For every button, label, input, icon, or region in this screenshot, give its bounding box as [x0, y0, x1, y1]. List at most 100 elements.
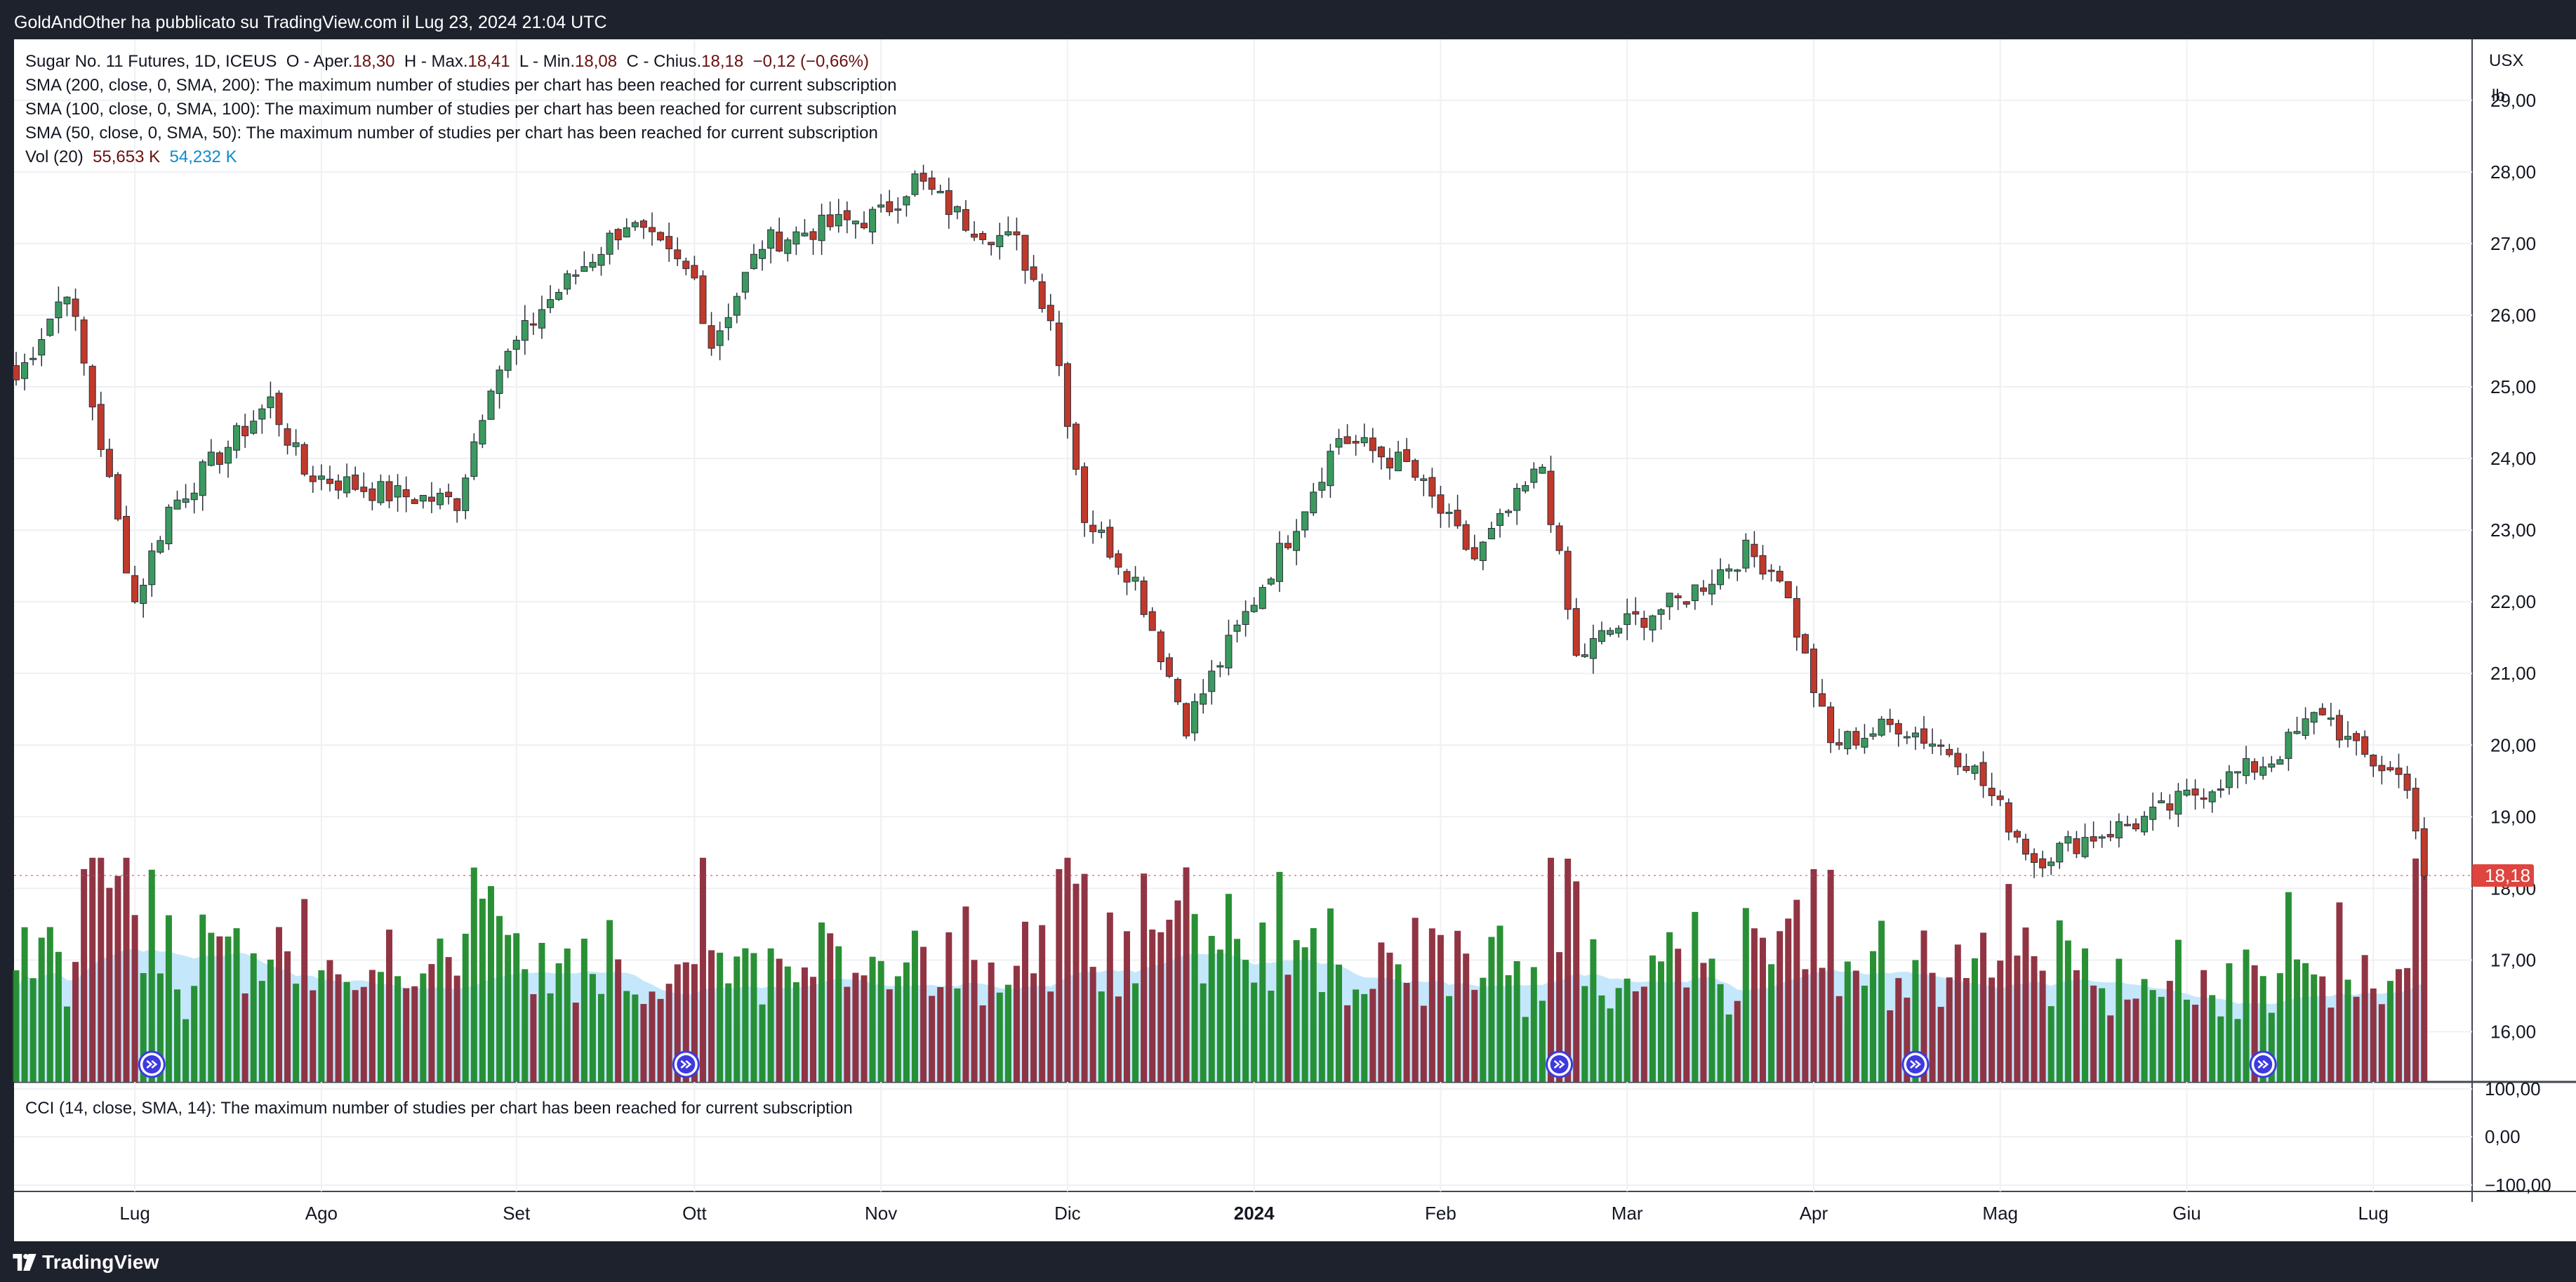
candle-body [1013, 231, 1021, 236]
volume-bar [1013, 965, 1020, 1082]
volume-bar [929, 996, 936, 1082]
event-marker [138, 1050, 166, 1078]
volume-bar [649, 991, 656, 1082]
candle [1293, 519, 1301, 566]
candle [2293, 716, 2301, 735]
candle [1920, 715, 1927, 749]
volume-bar [1488, 937, 1495, 1082]
candle [1496, 508, 1503, 538]
candle [665, 223, 673, 262]
legend-symbol[interactable]: Sugar No. 11 Futures, 1D, ICEUS [25, 52, 277, 71]
candle-body [835, 214, 842, 227]
price-chart[interactable]: 16,0017,0018,0019,0020,0021,0022,0023,00… [0, 0, 2576, 1241]
legend-high-label: H - Max. [404, 52, 468, 71]
candle-body [1615, 628, 1623, 634]
candle-body [190, 492, 198, 501]
volume-bar [1963, 978, 1970, 1082]
candle [496, 365, 503, 409]
candle [2090, 821, 2097, 849]
candle-body [72, 298, 79, 317]
volume-bar [2361, 955, 2368, 1082]
volume-bar [284, 951, 291, 1082]
volume-bar [293, 984, 300, 1082]
candle-body [317, 475, 325, 480]
candle [63, 296, 71, 317]
candle [809, 228, 817, 256]
volume-bar [1106, 912, 1113, 1082]
candle-body [1682, 601, 1690, 605]
published-by-text: GoldAndOther ha pubblicato su TradingVie… [14, 13, 607, 32]
candle-body [1555, 525, 1563, 551]
candle [2318, 703, 2326, 716]
tradingview-logo[interactable]: TradingView [13, 1251, 251, 1273]
candle-body [173, 499, 181, 510]
candle [1343, 424, 1351, 444]
volume-bar [1496, 925, 1503, 1082]
candle [1115, 550, 1122, 575]
candle [182, 484, 190, 508]
candle [1216, 661, 1224, 678]
candle-body [1776, 571, 1784, 582]
candle [988, 242, 995, 256]
candle-body [623, 227, 630, 238]
candle [2403, 765, 2411, 799]
candle [2047, 857, 2055, 875]
legend-volume-row[interactable]: Vol (20) 55,653 K 54,232 K [25, 147, 237, 167]
volume-bar [326, 960, 333, 1082]
candle-body [1793, 597, 1800, 638]
candle [2141, 811, 2149, 836]
volume-bar [1692, 911, 1699, 1082]
price-tick-label: 26,00 [2490, 305, 2536, 326]
candle [1106, 519, 1114, 560]
legend-change: −0,12 (−0,66%) [752, 52, 869, 71]
candle [343, 463, 351, 498]
candle-body [564, 273, 571, 290]
candle-body [13, 365, 20, 381]
candle-body [1479, 541, 1487, 561]
last-price-value: 18,18 [2485, 865, 2530, 886]
candle-body [1801, 634, 1809, 654]
volume-bar [1700, 963, 1707, 1082]
candle [1691, 584, 1699, 610]
candle-body [1835, 742, 1843, 746]
candle [369, 482, 376, 510]
candle [2039, 850, 2047, 878]
price-tick-label: 29,00 [2490, 90, 2536, 111]
volume-bar [606, 920, 613, 1082]
legend-close-label: C - Chius. [626, 52, 702, 71]
candle [2021, 833, 2029, 861]
candle-body [487, 390, 495, 420]
legend-cci[interactable]: CCI (14, close, SMA, 14): The maximum nu… [25, 1099, 853, 1118]
volume-bar [852, 972, 859, 1082]
candle-body [1971, 765, 1979, 774]
candle-body [2403, 774, 2411, 791]
candle-body [1505, 510, 1513, 513]
candle [2115, 813, 2123, 848]
candle [275, 390, 283, 437]
volume-bar [1581, 986, 1588, 1082]
volume-bar [2022, 927, 2029, 1082]
legend-sma100[interactable]: SMA (100, close, 0, SMA, 100): The maxim… [25, 100, 897, 119]
volume-bar [2353, 996, 2360, 1082]
volume-bar [1047, 991, 1054, 1082]
candle [1963, 753, 1970, 773]
volume-bar [894, 976, 901, 1082]
candle [538, 296, 545, 339]
volume-bar [1141, 873, 1148, 1082]
legend-sma200[interactable]: SMA (200, close, 0, SMA, 200): The maxim… [25, 76, 897, 95]
candle-body [1539, 466, 1546, 474]
candle [2123, 815, 2131, 827]
volume-bar [1725, 1014, 1732, 1082]
candle-body [1487, 528, 1495, 540]
candle [97, 391, 105, 457]
volume-bar [699, 857, 706, 1082]
candle-body [2064, 836, 2072, 844]
candle [1377, 445, 1385, 470]
volume-bar [827, 933, 834, 1082]
candle-body [284, 428, 291, 446]
legend-sma50[interactable]: SMA (50, close, 0, SMA, 50): The maximum… [25, 124, 878, 143]
volume-bar [1403, 982, 1410, 1082]
candle [2251, 758, 2259, 780]
candle-body [462, 477, 470, 511]
candle-body [1852, 731, 1860, 746]
